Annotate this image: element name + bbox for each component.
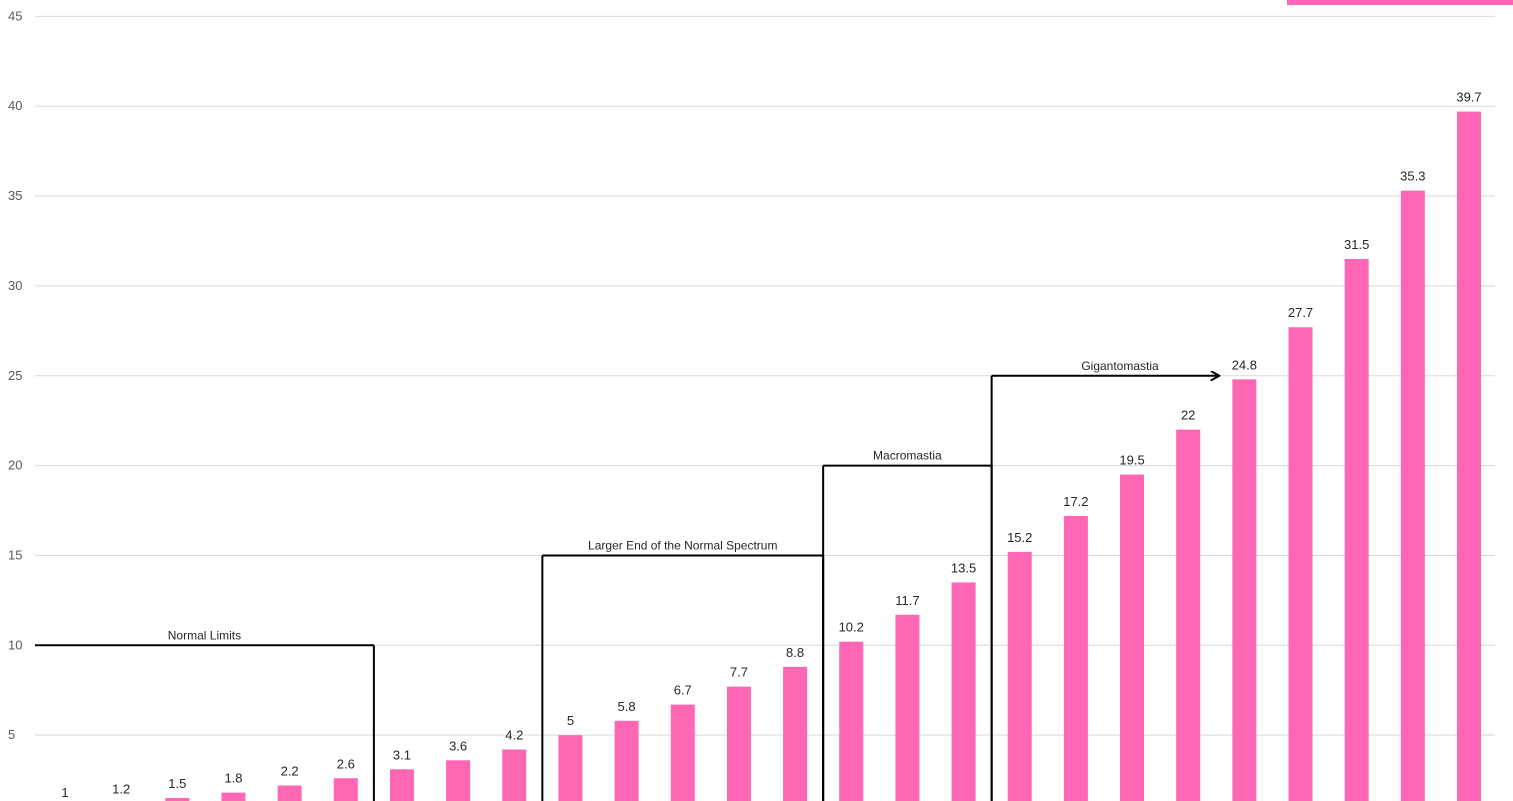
y-tick-label: 5 <box>8 727 15 742</box>
bar <box>558 735 583 801</box>
bar <box>333 778 358 801</box>
bar <box>839 641 864 801</box>
bar <box>1176 429 1201 801</box>
bar <box>895 614 920 801</box>
bar <box>1120 474 1145 801</box>
bracket-label: Macromastia <box>873 449 942 463</box>
data-label: 2.6 <box>337 756 355 771</box>
bars <box>165 111 1481 801</box>
bar <box>670 704 695 801</box>
data-label: 13.5 <box>951 560 976 575</box>
bar <box>389 769 414 801</box>
data-label: 22 <box>1181 408 1195 423</box>
data-label: 8.8 <box>786 645 804 660</box>
bar <box>1007 551 1032 801</box>
data-label: 4.2 <box>505 728 523 743</box>
bar <box>726 686 751 801</box>
legend-swatch <box>1287 0 1513 5</box>
data-label: 5 <box>567 713 574 728</box>
bracket-label: Gigantomastia <box>1081 359 1159 373</box>
data-label: 19.5 <box>1119 453 1144 468</box>
bar <box>221 792 246 801</box>
bar <box>446 760 471 801</box>
bar <box>1400 190 1425 801</box>
data-label: 35.3 <box>1400 169 1425 184</box>
y-tick-label: 45 <box>8 8 22 23</box>
bar <box>1288 327 1313 801</box>
data-label: 3.6 <box>449 738 467 753</box>
bar <box>614 720 639 801</box>
y-tick-label: 20 <box>8 458 22 473</box>
data-label: 39.7 <box>1456 90 1481 105</box>
data-label: 5.8 <box>618 699 636 714</box>
bar <box>1063 515 1088 801</box>
data-label: 1.8 <box>224 771 242 786</box>
data-label: 7.7 <box>730 665 748 680</box>
bar <box>1457 111 1481 801</box>
bar <box>951 582 976 801</box>
y-tick-label: 15 <box>8 547 22 562</box>
gridlines <box>35 15 1495 736</box>
bar <box>165 798 190 801</box>
data-label: 17.2 <box>1063 494 1088 509</box>
data-label: 24.8 <box>1232 357 1257 372</box>
data-label: 11.7 <box>895 593 919 608</box>
y-tick-label: 35 <box>8 188 22 203</box>
data-label: 27.7 <box>1288 305 1313 320</box>
y-tick-label: 30 <box>8 278 22 293</box>
data-label: 6.7 <box>674 683 692 698</box>
y-tick-label: 25 <box>8 368 22 383</box>
bracket-label: Larger End of the Normal Spectrum <box>588 538 777 552</box>
bar <box>502 749 527 801</box>
y-tick-label: 10 <box>8 637 22 652</box>
category-brackets: Normal Limits Larger End of the Normal Sp… <box>35 359 1218 801</box>
data-label: 31.5 <box>1344 237 1369 252</box>
y-tick-label: 40 <box>8 98 22 113</box>
data-label: 1.5 <box>168 776 186 791</box>
data-labels: 1 1.2 1.5 1.8 2.2 2.6 3.1 3.6 4.2 5 5.8 6.7 7.7 8.8 10… <box>61 90 1481 800</box>
data-label: 1.2 <box>112 781 130 796</box>
data-label: 15.2 <box>1007 530 1032 545</box>
data-label: 3.1 <box>393 747 411 762</box>
bar <box>277 785 302 801</box>
data-label: 1 <box>61 785 68 800</box>
y-axis-ticks: 5 10 15 20 25 30 35 40 45 <box>8 8 22 742</box>
bracket-label: Normal Limits <box>168 628 241 642</box>
data-label: 10.2 <box>839 620 864 635</box>
bar <box>783 666 808 801</box>
bar <box>1344 258 1369 801</box>
bar <box>1232 379 1257 801</box>
data-label: 2.2 <box>281 763 299 778</box>
